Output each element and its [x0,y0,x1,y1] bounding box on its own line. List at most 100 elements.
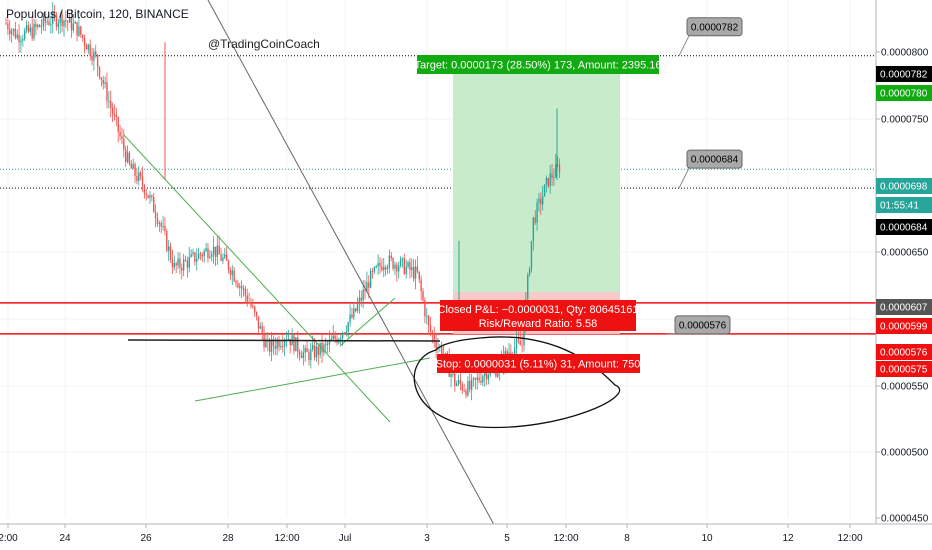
support-line-black[interactable] [127,339,441,342]
candle-body [188,256,190,268]
candle-body [407,262,409,267]
callout-box[interactable] [686,149,743,169]
watermark-text: @TradingCoinCoach [208,37,320,51]
candle-body [113,114,116,116]
candle-body [551,173,553,178]
candle-body [181,267,183,271]
time-axis[interactable]: 2:00 24 26 28 12:00 Jul 3 5 12:00 8 10 12 12:00 [0,523,932,550]
candle-body [106,82,108,102]
candle-body [233,270,235,282]
profit-zone[interactable] [453,58,620,293]
candle-body [53,12,56,16]
candle-body [377,263,379,267]
drawings[interactable] [123,0,621,546]
price-tag-label: 0.0000607 [880,303,928,314]
candle-body [530,241,533,269]
trendline-green-descending[interactable] [123,134,391,423]
price-tag-label: 0.0000684 [880,223,928,234]
candle-body [199,253,202,255]
candle-body [182,259,185,271]
candle-body [190,253,192,257]
candle-body [85,45,88,50]
candle-body [521,345,523,347]
target-label[interactable]: Target: 0.0000173 (28.50%) 173, Amount: … [414,55,662,74]
ellipse-annotation[interactable] [413,336,621,429]
candle-body [424,300,426,317]
closed-pnl-label[interactable]: Closed P&L: −0.0000031, Qty: 80645161 Ri… [438,300,639,331]
candle-body [381,266,383,271]
candle-body [33,23,35,39]
candle-body [543,184,546,197]
candle-body [549,173,551,187]
candle-body [517,339,520,342]
candle-body [463,390,465,392]
candle-body [484,371,486,377]
candle-body [405,266,407,274]
trendline-green-ascending[interactable] [194,357,431,402]
candle-body [476,377,478,380]
candle-body [343,332,346,334]
candle-body [96,54,99,67]
candle-body [422,291,424,301]
candle-body [315,346,318,358]
candle-body [22,39,24,41]
price-callouts[interactable]: 0.0000782 0.0000684 0.0000576 [667,17,743,335]
candle-body [534,217,536,223]
candle-body [74,22,76,24]
candle-body [95,51,97,55]
candle-body [72,23,75,31]
candle-body [401,258,404,260]
time-tick-label: 3 [424,533,430,544]
candle-body [536,202,538,223]
price-tick-label: 0.0000650 [881,248,929,259]
candle-body [220,254,222,261]
candle-body [384,266,387,270]
candle-body [313,345,316,358]
trendline-green-small[interactable] [339,297,396,347]
candle-body [83,37,86,46]
candle-body [44,16,46,23]
candle-body [203,250,205,257]
price-axis-bg [876,0,932,550]
candle-body [340,338,342,340]
candle-body [272,339,275,347]
candle-body [70,16,73,31]
candle-body [132,164,134,169]
candle-body [196,258,198,262]
callout-box[interactable] [674,315,731,335]
candle-body [268,341,271,352]
candle-body [46,21,48,23]
candle-body [229,269,232,275]
price-tick-label: 0.0000800 [881,48,929,59]
candle-body [211,254,213,257]
candle-body [167,246,170,251]
price-tag-label: 0.0000780 [880,89,928,100]
candle-body [93,51,95,61]
price-axis[interactable]: 0.0000800 0.0000750 0.0000650 0.0000550 0.00… [875,0,932,550]
price-tag-label: 0.0000576 [880,348,928,359]
stop-label[interactable]: Stop: 0.0000031 (5.11%) 31, Amount: 750 [436,354,641,373]
candle-body [237,283,239,288]
candle-body [360,297,362,301]
candle-body [356,304,359,312]
risk-reward-text: Risk/Reward Ratio: 5.58 [479,318,598,330]
price-tag-label: 0.0000575 [880,365,928,376]
candle-body [61,14,63,26]
candle-body [287,338,290,340]
callout-box[interactable] [686,17,743,37]
candle-body [455,383,458,386]
candle-body [225,254,228,261]
candle-body [164,226,166,231]
candle-body [347,322,349,332]
time-tick-label: 12 [782,533,794,544]
candle-body [398,266,400,272]
candle-body [38,24,41,27]
candle-body [222,257,224,261]
candle-body [197,253,200,259]
candle-body [558,164,561,173]
trendline-black-descending[interactable] [207,0,506,546]
candle-body [373,266,376,272]
candle-body [261,326,263,335]
candle-body [278,340,280,348]
